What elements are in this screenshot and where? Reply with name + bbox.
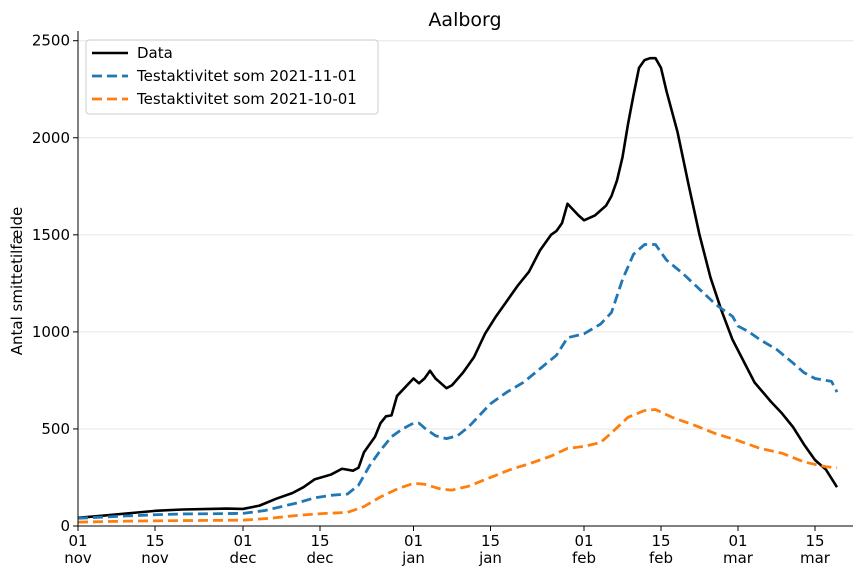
axes — [73, 31, 853, 531]
series-line-2 — [77, 243, 839, 520]
x-tick-day: 01 — [728, 532, 747, 550]
x-tick-month: nov — [64, 549, 92, 567]
x-tick-month: mar — [800, 549, 831, 567]
x-tick-day: 01 — [574, 532, 593, 550]
x-tick-day: 15 — [145, 532, 164, 550]
x-tick-month: mar — [723, 549, 754, 567]
legend-label: Testaktivitet som 2021-11-01 — [136, 67, 357, 85]
x-tick-month: dec — [307, 549, 334, 567]
x-tick-day: 15 — [310, 532, 329, 550]
x-tick-month: jan — [401, 549, 425, 567]
x-tick-day: 15 — [481, 532, 500, 550]
x-tick-day: 15 — [651, 532, 670, 550]
x-tick-month: feb — [572, 549, 596, 567]
x-tick-day: 01 — [233, 532, 252, 550]
series-line-1 — [77, 56, 839, 520]
y-tick-label: 2000 — [32, 129, 70, 147]
series-lines — [77, 56, 839, 524]
x-tick-month: feb — [649, 549, 673, 567]
x-tick-day: 01 — [404, 532, 423, 550]
y-tick-label: 0 — [60, 517, 70, 535]
x-tick-month: jan — [478, 549, 502, 567]
series-line-3 — [77, 408, 838, 524]
y-axis-label: Antal smittetilfælde — [8, 207, 26, 356]
y-tick-label: 2500 — [32, 32, 70, 50]
tick-labels: 0500100015002000250001nov15nov01dec15dec… — [32, 32, 831, 567]
chart-title: Aalborg — [428, 9, 501, 31]
legend-label: Testaktivitet som 2021-10-01 — [136, 90, 357, 108]
y-tick-label: 1000 — [32, 323, 70, 341]
y-tick-label: 1500 — [32, 226, 70, 244]
legend: Data Testaktivitet som 2021-11-01 Testakti… — [85, 39, 379, 115]
x-tick-day: 15 — [805, 532, 824, 550]
x-tick-month: nov — [141, 549, 169, 567]
legend-label: Data — [137, 44, 173, 62]
legend-frame — [85, 39, 379, 115]
x-tick-day: 01 — [68, 532, 87, 550]
x-tick-month: dec — [230, 549, 257, 567]
y-tick-label: 500 — [41, 420, 70, 438]
